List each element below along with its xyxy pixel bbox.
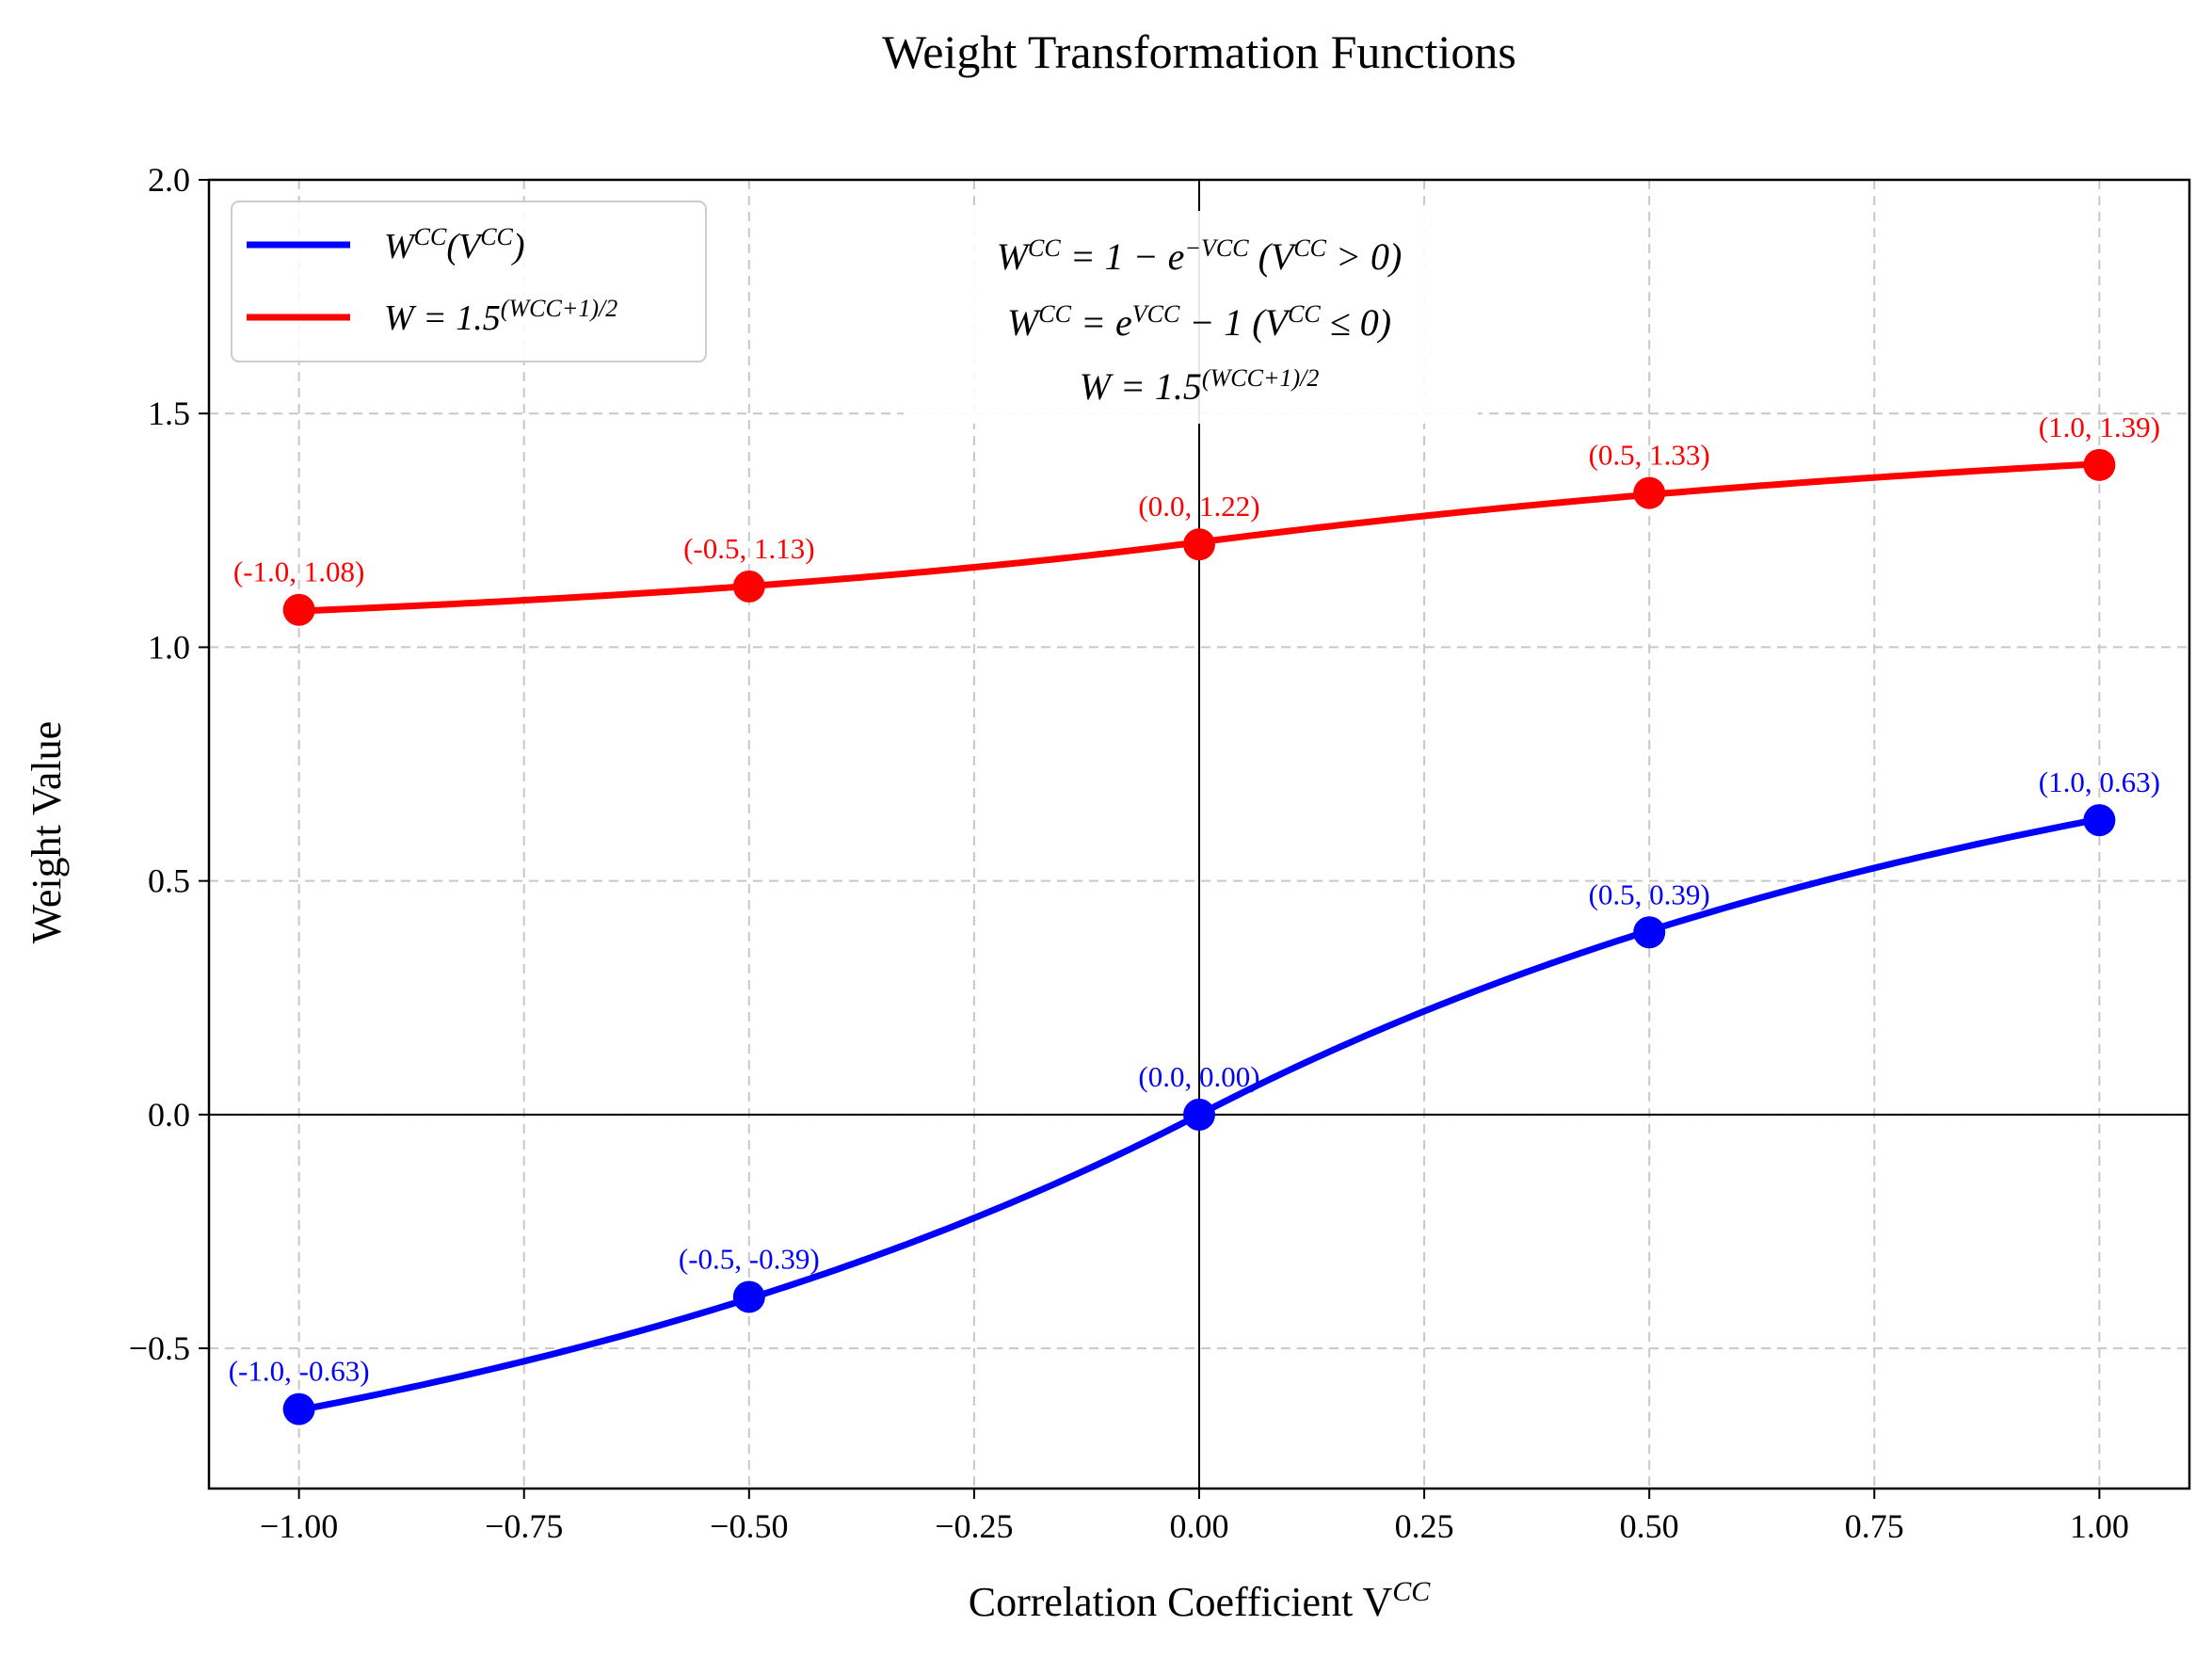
y-tick-label-0: −0.5: [129, 1329, 190, 1367]
formula-line-negative-part-1: CC: [1038, 300, 1071, 328]
legend-entry-wcc-part-2: (V: [446, 227, 484, 266]
x-tick-label-5: 0.25: [1395, 1507, 1454, 1545]
x-tick-label-1: −0.75: [485, 1507, 563, 1545]
y-tick-label-1: 0.0: [148, 1096, 190, 1134]
point-label-w-0: (-1.0, 1.08): [233, 555, 364, 588]
legend-entry-wcc-part-3: CC: [480, 223, 513, 250]
legend-entry-w-part-2: CC: [529, 295, 562, 322]
formula-line-weight-part-0: W = 1.5: [1080, 365, 1202, 408]
point-label-wcc-4: (1.0, 0.63): [2039, 765, 2160, 798]
data-point-wcc-1: [732, 1280, 765, 1313]
formula-annotation: WCC = 1 − e−VCC (VCC > 0) WCC = eVCC − 1…: [904, 211, 1478, 424]
legend: WCC(VCC) W = 1.5(WCC+1)/2: [231, 201, 707, 362]
y-tick-label-4: 1.5: [148, 394, 190, 432]
formula-line-negative-part-0: W: [1007, 301, 1042, 344]
formula-line-negative-part-6: CC: [1288, 300, 1321, 328]
y-tick-label-5: 2.0: [148, 161, 190, 199]
formula-line-positive-part-7: > 0): [1326, 235, 1402, 278]
legend-entry-w-part-3: +1)/2: [562, 295, 617, 322]
series-layer: [282, 448, 2116, 1425]
data-point-w-3: [1633, 476, 1666, 509]
legend-entry-wcc-part-4: ): [511, 227, 525, 266]
data-point-w-0: [282, 593, 315, 626]
x-axis-label: Correlation Coefficient VCC: [969, 1576, 1431, 1626]
legend-entry-w: W = 1.5(WCC+1)/2: [384, 295, 617, 339]
formula-line-weight-part-1: (W: [1202, 364, 1233, 392]
formula-line-positive-part-4: CC: [1216, 234, 1249, 262]
data-point-wcc-0: [282, 1392, 315, 1425]
formula-line-positive-part-1: CC: [1028, 234, 1061, 262]
data-point-w-4: [2083, 448, 2116, 481]
x-tick-label-6: 0.50: [1620, 1507, 1679, 1545]
formula-line-positive-part-3: −V: [1184, 234, 1219, 262]
formula-line-weight: W = 1.5(WCC+1)/2: [1080, 364, 1320, 409]
point-label-w-2: (0.0, 1.22): [1138, 490, 1259, 523]
x-tick-label-2: −0.50: [710, 1507, 788, 1545]
legend-entry-wcc-part-1: CC: [414, 223, 447, 250]
data-point-w-2: [1183, 528, 1215, 561]
formula-background: [904, 211, 1478, 424]
formula-line-negative-part-4: CC: [1147, 300, 1180, 328]
data-point-wcc-3: [1633, 916, 1666, 949]
formula-line-positive-part-6: CC: [1293, 234, 1326, 262]
formula-line-negative-part-2: = e: [1071, 301, 1132, 344]
ticks: −1.00 −0.75 −0.50 −0.25 0.00 0.25 0.50 0.75 1.00…: [129, 161, 2129, 1545]
formula-line-negative-part-3: V: [1132, 300, 1150, 328]
x-axis-label-text: Correlation Coefficient V: [969, 1579, 1393, 1625]
formula-line-negative-part-7: ≤ 0): [1321, 301, 1391, 344]
point-label-w-3: (0.5, 1.33): [1589, 439, 1710, 472]
x-tick-label-8: 1.00: [2070, 1507, 2129, 1545]
data-point-wcc-2: [1183, 1098, 1215, 1131]
point-label-w-4: (1.0, 1.39): [2039, 410, 2160, 443]
formula-line-weight-part-2: CC: [1230, 364, 1263, 392]
data-point-w-1: [732, 570, 765, 603]
point-labels: (-1.0, -0.63) (-0.5, -0.39) (0.0, 0.00) (0.…: [229, 410, 2160, 1388]
x-tick-label-0: −1.00: [260, 1507, 338, 1545]
point-label-wcc-2: (0.0, 0.00): [1138, 1060, 1259, 1093]
x-tick-label-3: −0.25: [935, 1507, 1013, 1545]
formula-line-negative: WCC = eVCC − 1 (VCC ≤ 0): [1007, 300, 1391, 345]
point-label-wcc-0: (-1.0, -0.63): [229, 1355, 370, 1388]
point-label-wcc-3: (0.5, 0.39): [1589, 877, 1710, 910]
point-label-w-1: (-0.5, 1.13): [683, 532, 814, 565]
y-tick-label-3: 1.0: [148, 628, 190, 666]
formula-line-weight-part-3: +1)/2: [1263, 364, 1319, 392]
x-axis-label-sup: CC: [1392, 1576, 1431, 1607]
y-axis-label: Weight Value: [24, 721, 70, 943]
formula-line-positive-part-5: (V: [1249, 235, 1298, 278]
chart-title: Weight Transformation Functions: [882, 25, 1516, 78]
x-tick-label-7: 0.75: [1845, 1507, 1904, 1545]
point-label-wcc-1: (-0.5, -0.39): [679, 1242, 820, 1275]
formula-line-negative-part-5: − 1 (V: [1179, 301, 1291, 344]
x-tick-label-4: 0.00: [1170, 1507, 1229, 1545]
legend-entry-wcc-part-0: W: [384, 227, 417, 266]
legend-entry-w-part-0: W = 1.5: [384, 298, 501, 338]
legend-entry-w-part-1: (W: [501, 295, 532, 322]
formula-line-positive-part-0: W: [997, 235, 1032, 278]
data-point-wcc-4: [2083, 804, 2116, 837]
y-tick-label-2: 0.5: [148, 862, 190, 900]
formula-line-positive-part-2: = 1 − e: [1061, 235, 1185, 278]
formula-line-positive: WCC = 1 − e−VCC (VCC > 0): [997, 234, 1403, 279]
legend-entry-wcc: WCC(VCC): [384, 223, 525, 267]
